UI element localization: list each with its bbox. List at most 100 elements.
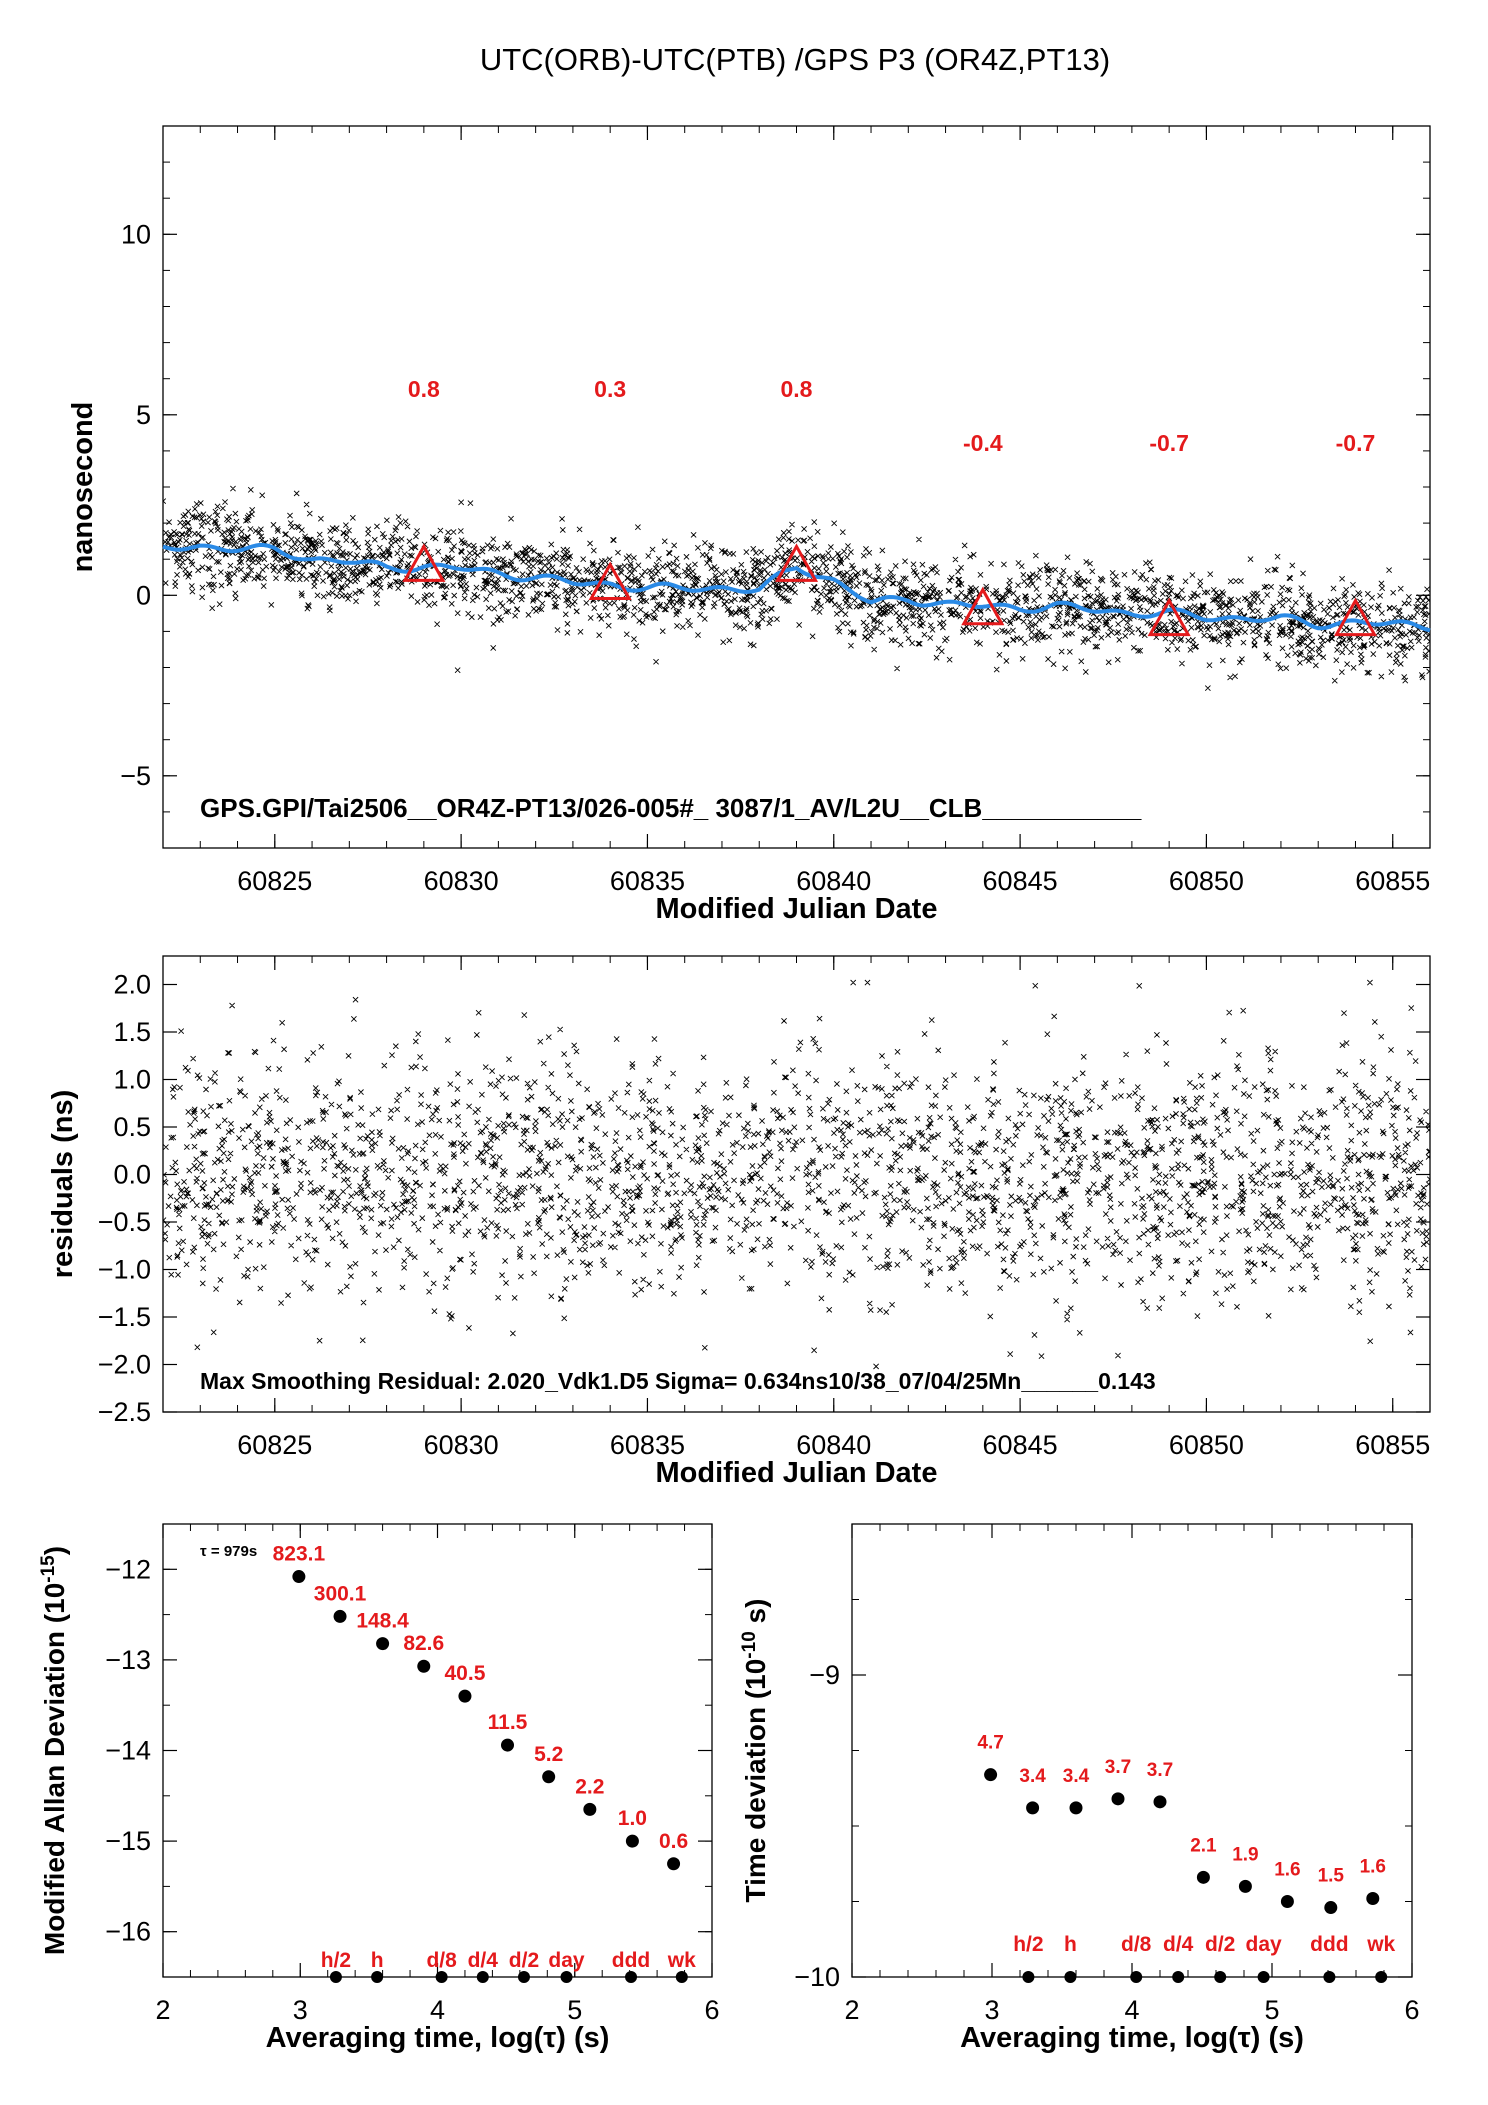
reference-marker	[1064, 1971, 1077, 1983]
deviation-point	[667, 1857, 681, 1871]
time-deviation-chart: −10 −9 2 3 4 5 6 Averaging time, log(τ) (s) Time…	[739, 1523, 1420, 2054]
y-tick-label: −10	[794, 1962, 840, 1992]
reference-label: h	[371, 1949, 384, 1972]
deviation-point	[625, 1834, 639, 1848]
deviation-point	[984, 1768, 998, 1782]
triangle-marker	[1147, 597, 1191, 637]
deviation-point	[542, 1770, 556, 1784]
deviation-value-label: 3.7	[1105, 1757, 1131, 1778]
marker-value-label: -0.7	[1149, 430, 1189, 456]
reference-marker	[435, 1971, 448, 1983]
x-tick-label: 60830	[424, 1430, 499, 1460]
deviation-value-label: 1.6	[1274, 1860, 1300, 1881]
deviation-point	[1026, 1801, 1040, 1815]
residuals-chart: −2.5 −2.0 −1.5 −1.0 −0.5 0.0 0.5 1.0 1.5 2.0 60825…	[47, 955, 1431, 1489]
x-tick-label: 60845	[983, 866, 1058, 896]
reference-label: ddd	[612, 1949, 650, 1972]
y-tick-label: 5	[136, 400, 151, 430]
x-tick-label: 60850	[1169, 866, 1244, 896]
deviation-value-label: 1.0	[618, 1807, 647, 1830]
triangle-marker	[588, 561, 632, 600]
reference-label: wk	[667, 1949, 696, 1972]
x-tick-label: 60825	[237, 1430, 312, 1460]
deviation-point	[417, 1659, 431, 1673]
deviation-value-label: 3.7	[1147, 1760, 1173, 1781]
reference-label: h/2	[321, 1949, 351, 1972]
triangle-marker	[774, 543, 819, 582]
y-tick-label: 1.0	[113, 1065, 151, 1095]
y-axis-label: Modified Allan Deviation (10-15)	[38, 1546, 70, 1955]
deviation-point	[292, 1570, 306, 1584]
deviation-value-label: 5.2	[534, 1743, 563, 1766]
y-tick-label: −13	[105, 1645, 151, 1675]
y-axis-label: residuals (ns)	[47, 1090, 79, 1279]
deviation-value-label: 1.5	[1318, 1866, 1345, 1887]
y-tick-label: −0.5	[98, 1207, 151, 1237]
deviation-value-label: 0.6	[659, 1830, 688, 1853]
triangle-marker	[402, 543, 446, 582]
x-tick-label: 4	[1124, 1995, 1139, 2025]
residual-points	[163, 979, 1430, 1370]
y-tick-label: 2.0	[113, 970, 151, 1000]
deviation-value-label: 1.6	[1360, 1856, 1386, 1877]
page-title: UTC(ORB)-UTC(PTB) /GPS P3 (OR4Z,PT13)	[480, 42, 1110, 77]
x-tick-label: 60830	[424, 866, 499, 896]
x-tick-label: 60835	[610, 1430, 685, 1460]
y-tick-label: −2.0	[98, 1350, 151, 1380]
tau-note: τ = 979s	[200, 1543, 257, 1560]
y-tick-label: 1.5	[113, 1017, 151, 1047]
y-tick-label: 10	[121, 219, 151, 249]
y-tick-label: −15	[105, 1826, 151, 1856]
deviation-point	[333, 1609, 347, 1623]
series-annotation: GPS.GPI/Tai2506__OR4Z-PT13/026-005#_ 308…	[200, 793, 1142, 823]
deviation-point	[1366, 1891, 1380, 1905]
deviation-value-label: 4.7	[977, 1733, 1003, 1754]
deviation-point	[1196, 1870, 1210, 1884]
measurement-points	[163, 485, 1430, 692]
y-tick-label: −2.5	[98, 1397, 151, 1427]
main-timeseries-chart: −5 0 5 10 60825 60830 60835 60840 60845 60850 6085…	[67, 125, 1431, 925]
deviation-point	[500, 1738, 514, 1752]
marker-value-label: -0.7	[1336, 430, 1376, 456]
deviation-point	[1153, 1795, 1167, 1809]
deviation-value-label: 11.5	[488, 1711, 528, 1734]
reference-label: wk	[1366, 1933, 1395, 1956]
deviation-value-label: 2.2	[575, 1775, 604, 1798]
x-tick-label: 60840	[796, 1430, 871, 1460]
y-tick-label: −12	[105, 1554, 151, 1584]
y-tick-label: −5	[120, 761, 151, 791]
reference-label: h	[1064, 1933, 1077, 1956]
x-tick-label: 60840	[796, 866, 871, 896]
x-tick-label: 4	[430, 1995, 445, 2025]
plot-frame	[162, 1523, 713, 1978]
deviation-value-label: 3.4	[1019, 1766, 1046, 1787]
reference-label: d/2	[509, 1949, 539, 1972]
x-tick-label: 60855	[1355, 1430, 1430, 1460]
marker-value-label: 0.3	[594, 376, 626, 402]
reference-marker	[1130, 1971, 1143, 1983]
reference-label: d/2	[1205, 1933, 1235, 1956]
reference-label: d/8	[1121, 1933, 1152, 1956]
y-tick-label: 0.0	[113, 1160, 151, 1190]
x-tick-label: 60825	[237, 866, 312, 896]
marker-value-label: -0.4	[963, 430, 1003, 456]
y-axis-label: Time deviation (10-10 s)	[739, 1599, 771, 1903]
y-tick-label: 0	[136, 580, 151, 610]
reference-label: day	[548, 1949, 585, 1972]
deviation-value-label: 1.9	[1232, 1844, 1258, 1865]
y-tick-label: −16	[105, 1917, 151, 1947]
x-tick-label: 3	[984, 1995, 999, 2025]
reference-marker	[1214, 1971, 1227, 1983]
x-axis-label: Averaging time, log(τ) (s)	[960, 2022, 1304, 2054]
reference-marker	[329, 1971, 342, 1983]
modified-allan-deviation-chart: −16 −15 −14 −13 −12 2 3 4 5 6 Averaging time, log(…	[38, 1523, 720, 2054]
deviation-value-label: 40.5	[445, 1662, 486, 1685]
deviation-point	[1324, 1901, 1338, 1915]
x-axis-label: Modified Julian Date	[656, 893, 938, 925]
plot-frame	[162, 125, 1431, 849]
marker-value-label: 0.8	[781, 376, 813, 402]
reference-marker	[1375, 1971, 1388, 1983]
marker-value-label: 0.8	[408, 376, 440, 402]
deviation-point	[458, 1689, 472, 1703]
